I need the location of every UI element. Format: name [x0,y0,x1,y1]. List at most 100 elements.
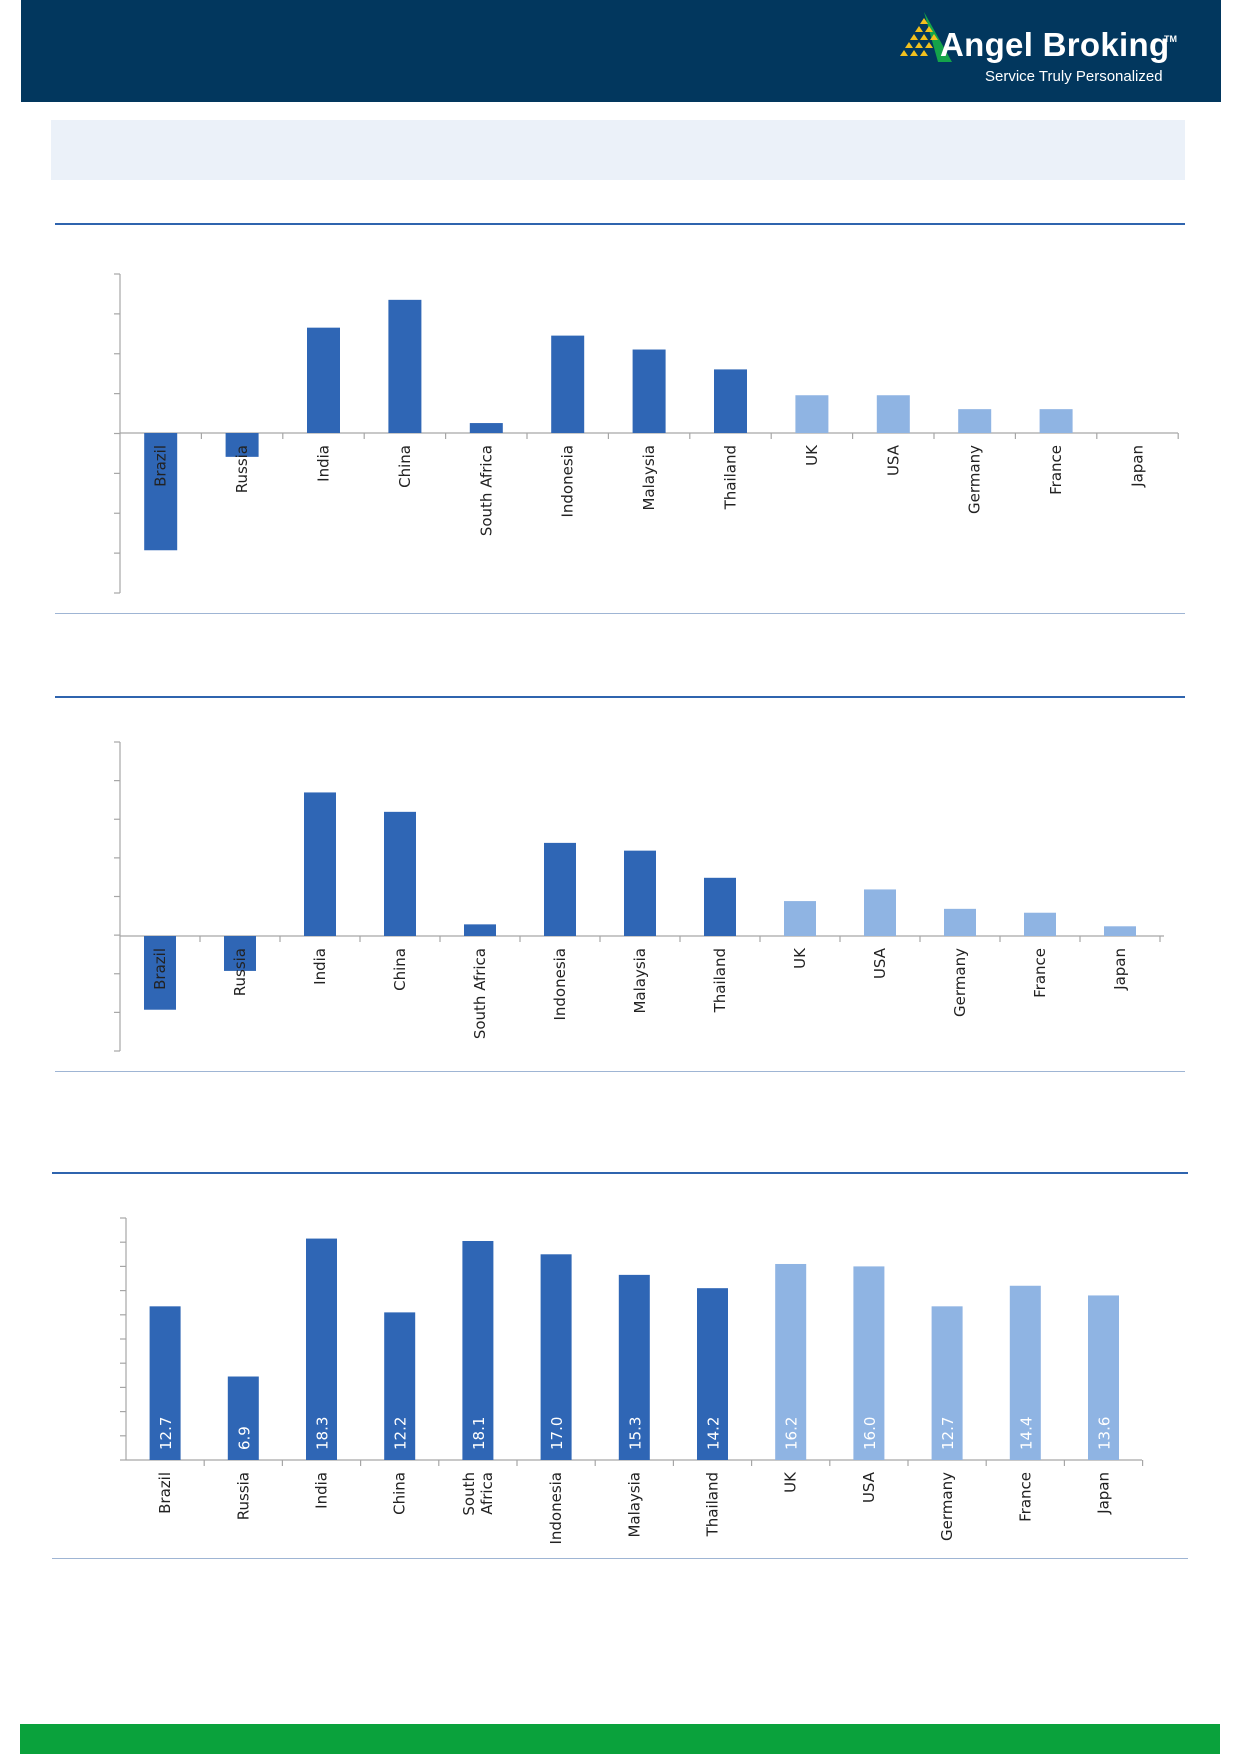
bar-russia [224,936,256,971]
chart1-bottom-rule [55,613,1185,614]
category-label-france: France [1016,1472,1034,1522]
brand-name: Angel Broking [940,26,1170,63]
value-label-thailand: 14.2 [705,1417,723,1450]
bar-germany [958,409,992,433]
category-label-brazil: Brazil [151,948,169,990]
trademark-mark: TM [1164,34,1177,44]
category-label-thailand: Thailand [711,948,729,1013]
value-label-india: 18.3 [314,1417,332,1450]
value-label-malaysia: 15.3 [626,1417,644,1450]
category-label-indonesia: Indonesia [559,445,577,518]
bar-thailand [697,1288,728,1460]
bar-france [1009,1285,1041,1460]
chart1-top-rule [55,223,1185,225]
value-label-usa: 16.0 [861,1417,879,1450]
category-label-china: China [391,948,409,991]
value-label-uk: 16.2 [783,1417,801,1450]
bar-indonesia [540,1254,572,1460]
category-label-thailand: Thailand [722,445,740,510]
bar-thailand [704,877,736,936]
value-label-russia: 6.9 [235,1426,253,1450]
category-label-malaysia: Malaysia [640,445,658,511]
bar-india [304,792,336,936]
category-label-uk: UK [791,947,809,969]
category-label-russia: Russia [231,948,249,996]
category-label-indonesia: Indonesia [547,1472,565,1545]
bar-germany [931,1306,963,1460]
category-label-malaysia: Malaysia [625,1472,643,1538]
bar-india [307,327,340,433]
category-label-brazil: Brazil [156,1472,174,1514]
category-label-malaysia: Malaysia [631,948,649,1014]
category-label-usa: USA [871,947,889,979]
chart2-top-rule [55,696,1185,698]
value-label-south-africa: 18.1 [470,1417,488,1450]
triangle-pyramid-logo-icon [900,12,952,62]
bar-uk [784,901,816,936]
chart3-bottom-rule [52,1558,1188,1559]
bar-germany [944,908,976,936]
category-label-russia: Russia [234,1472,252,1520]
bar-usa [864,889,896,936]
value-label-china: 12.2 [392,1417,410,1450]
bar-brazil [144,936,176,1010]
category-label-france: France [1047,445,1065,495]
bar-brazil [149,1306,181,1460]
category-label-india: India [311,948,329,985]
category-label-india: India [313,1472,331,1509]
category-label-japan: Japan [1095,1472,1113,1515]
bar-uk [795,395,829,433]
bar-usa [853,1266,885,1460]
bar-usa [876,395,910,433]
chart2-bottom-rule [55,1071,1185,1072]
brand-tagline: Service Truly Personalized [985,68,1163,85]
value-label-germany: 12.7 [939,1417,957,1450]
value-label-brazil: 12.7 [157,1417,175,1450]
category-label-germany: Germany [951,948,969,1017]
category-label-japan: Japan [1129,445,1147,488]
category-label-uk: UK [782,1471,800,1493]
bar-russia [227,1376,259,1460]
category-label-france: France [1031,948,1049,998]
bar-indonesia [544,842,576,936]
bar-france [1039,409,1073,433]
category-label-germany: Germany [938,1472,956,1541]
bar-japan [1104,926,1136,936]
category-label-south-africa: South Africa [477,445,495,536]
bar-malaysia [618,1274,650,1460]
bar-india [306,1238,337,1460]
category-label-japan: Japan [1111,948,1129,991]
category-label-germany: Germany [966,445,984,514]
category-label-south-africa: South Africa [471,948,489,1039]
category-label-china: China [396,445,414,488]
bar-russia [225,433,259,457]
bar-china [384,811,416,936]
category-label-uk: UK [803,444,821,466]
title-banner [51,120,1185,180]
chart3-top-rule [52,1172,1188,1174]
category-label-brazil: Brazil [152,445,170,487]
value-label-japan: 13.6 [1096,1417,1114,1450]
bar-china [388,299,422,433]
category-label-south-africa: SouthAfrica [460,1472,496,1516]
value-label-france: 14.4 [1017,1417,1035,1450]
bar-malaysia [624,850,656,936]
category-label-india: India [315,445,333,482]
category-label-usa: USA [860,1471,878,1503]
category-label-thailand: Thailand [704,1472,722,1537]
bar-south-africa [462,1240,494,1460]
bar-brazil [144,433,178,551]
category-label-usa: USA [884,444,902,476]
bar-south-africa [464,924,496,936]
footer-band [20,1724,1220,1754]
bar-france [1024,912,1056,936]
bar-south-africa [469,423,503,433]
bar-china [384,1312,416,1460]
bar-thailand [714,369,747,433]
category-label-russia: Russia [233,445,251,493]
value-label-indonesia: 17.0 [548,1417,566,1450]
bar-malaysia [632,349,666,433]
